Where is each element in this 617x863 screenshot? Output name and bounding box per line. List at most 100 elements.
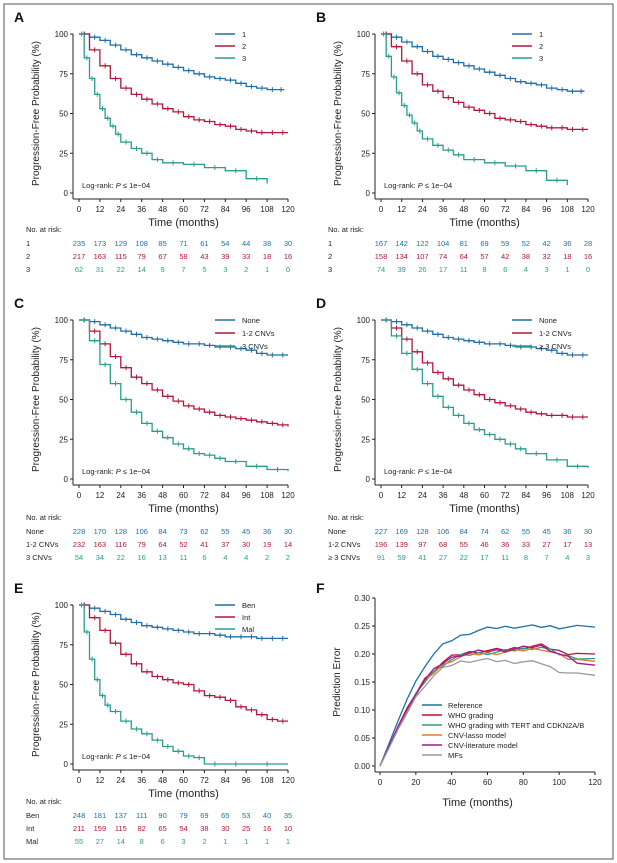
risk-count: 228 <box>73 527 86 536</box>
y-axis-title: Progression-Free Probability (%) <box>333 327 344 472</box>
y-axis-title: Progression-Free Probability (%) <box>31 612 42 757</box>
risk-count: 27 <box>96 837 104 846</box>
risk-count: 115 <box>115 252 127 261</box>
risk-count: 108 <box>135 239 148 248</box>
log-rank-p: P <box>116 752 121 761</box>
km-curve-none <box>381 319 588 356</box>
x-tick-label: 48 <box>459 205 468 214</box>
risk-count: 54 <box>221 239 229 248</box>
risk-count: 17 <box>563 540 571 549</box>
log-rank-annotation: Log-rank: P ≤ 1e−04 <box>82 752 150 761</box>
risk-table-header: No. at risk: <box>26 513 62 522</box>
risk-count: 38 <box>200 824 208 833</box>
legend-label: WHO grading <box>448 711 493 720</box>
risk-row-label: 3 <box>328 265 332 274</box>
legend-label: 3 <box>539 54 543 63</box>
log-rank-annotation: Log-rank: P ≤ 1e−04 <box>82 467 150 476</box>
x-tick-label: 84 <box>221 776 230 785</box>
risk-count: 158 <box>375 252 388 261</box>
panel-label: F <box>316 580 325 596</box>
risk-count: 64 <box>460 252 468 261</box>
y-tick-label: 100 <box>357 316 371 325</box>
risk-count: 8 <box>482 265 486 274</box>
panel-label: A <box>14 9 24 25</box>
legend-label: 1-2 CNVs <box>539 329 572 338</box>
x-tick-label: 84 <box>221 205 230 214</box>
risk-count: 2 <box>286 553 290 562</box>
km-curve-1 <box>79 33 285 91</box>
risk-count: 55 <box>460 540 468 549</box>
risk-count: 17 <box>439 265 447 274</box>
x-axis-title: Time (months) <box>148 788 219 800</box>
risk-count: 8 <box>524 553 528 562</box>
legend-label: CNV-lasso model <box>448 731 506 740</box>
x-tick-label: 72 <box>200 776 209 785</box>
x-tick-label: 120 <box>281 205 295 214</box>
risk-count: 167 <box>375 239 388 248</box>
risk-count: 54 <box>75 553 83 562</box>
y-tick-label: 75 <box>59 356 68 365</box>
x-tick-label: 48 <box>158 205 167 214</box>
risk-count: 18 <box>563 252 571 261</box>
log-rank-prefix: Log-rank: <box>82 181 116 190</box>
x-tick-label: 0 <box>77 205 82 214</box>
risk-count: 85 <box>158 239 166 248</box>
log-rank-prefix: Log-rank: <box>82 467 116 476</box>
legend-label: 2 <box>242 42 246 51</box>
y-tick-label: 0.00 <box>354 762 370 771</box>
log-rank-p: P <box>418 467 423 476</box>
risk-count: 128 <box>115 527 128 536</box>
risk-count: 16 <box>138 553 146 562</box>
risk-count: 9 <box>161 265 165 274</box>
x-tick-label: 96 <box>242 776 251 785</box>
risk-count: 27 <box>439 553 447 562</box>
x-tick-label: 72 <box>200 491 209 500</box>
risk-count: 173 <box>94 239 107 248</box>
risk-count: 61 <box>200 239 208 248</box>
x-tick-label: 0 <box>77 776 82 785</box>
risk-count: 40 <box>263 811 271 820</box>
risk-count: 3 <box>586 553 590 562</box>
risk-count: 104 <box>437 239 450 248</box>
risk-count: 10 <box>284 824 292 833</box>
risk-count: 27 <box>542 540 550 549</box>
risk-row-label: None <box>26 527 44 536</box>
risk-count: 235 <box>73 239 86 248</box>
x-tick-label: 24 <box>418 491 427 500</box>
x-tick-label: 0 <box>378 778 383 787</box>
risk-count: 4 <box>244 553 248 562</box>
legend-label: Ben <box>242 601 255 610</box>
legend-label: WHO grading with TERT and CDKN2A/B <box>448 721 584 730</box>
x-tick-label: 0 <box>77 491 82 500</box>
risk-count: 18 <box>263 252 271 261</box>
km-curve-3 <box>79 33 268 184</box>
risk-count: 7 <box>181 265 185 274</box>
risk-count: 139 <box>395 540 408 549</box>
x-tick-label: 40 <box>447 778 456 787</box>
x-tick-label: 96 <box>542 491 551 500</box>
risk-count: 159 <box>94 824 107 833</box>
risk-count: 91 <box>377 553 385 562</box>
legend-label: Reference <box>448 701 483 710</box>
risk-count: 14 <box>117 837 125 846</box>
risk-count: 25 <box>242 824 250 833</box>
risk-count: 107 <box>416 252 429 261</box>
km-curve--3-cnvs <box>381 319 589 468</box>
y-axis-title: Progression-Free Probability (%) <box>333 41 344 186</box>
x-tick-label: 12 <box>397 205 406 214</box>
risk-count: 111 <box>136 811 147 820</box>
risk-count: 11 <box>501 553 509 562</box>
panel-f: F 0.00 0.05 0.10 0.15 0.20 0.25 0.30 0 20 40 60 80 10… <box>316 580 602 809</box>
risk-count: 82 <box>138 824 146 833</box>
y-tick-label: 75 <box>361 356 370 365</box>
risk-count: 16 <box>584 252 592 261</box>
risk-count: 69 <box>200 811 208 820</box>
km-curve-ben <box>79 604 288 640</box>
risk-count: 36 <box>563 239 571 248</box>
risk-row-label: 1 <box>328 239 332 248</box>
risk-table-header: No. at risk: <box>26 225 62 234</box>
x-tick-label: 20 <box>411 778 420 787</box>
risk-count: 7 <box>545 553 549 562</box>
x-tick-label: 108 <box>561 491 575 500</box>
